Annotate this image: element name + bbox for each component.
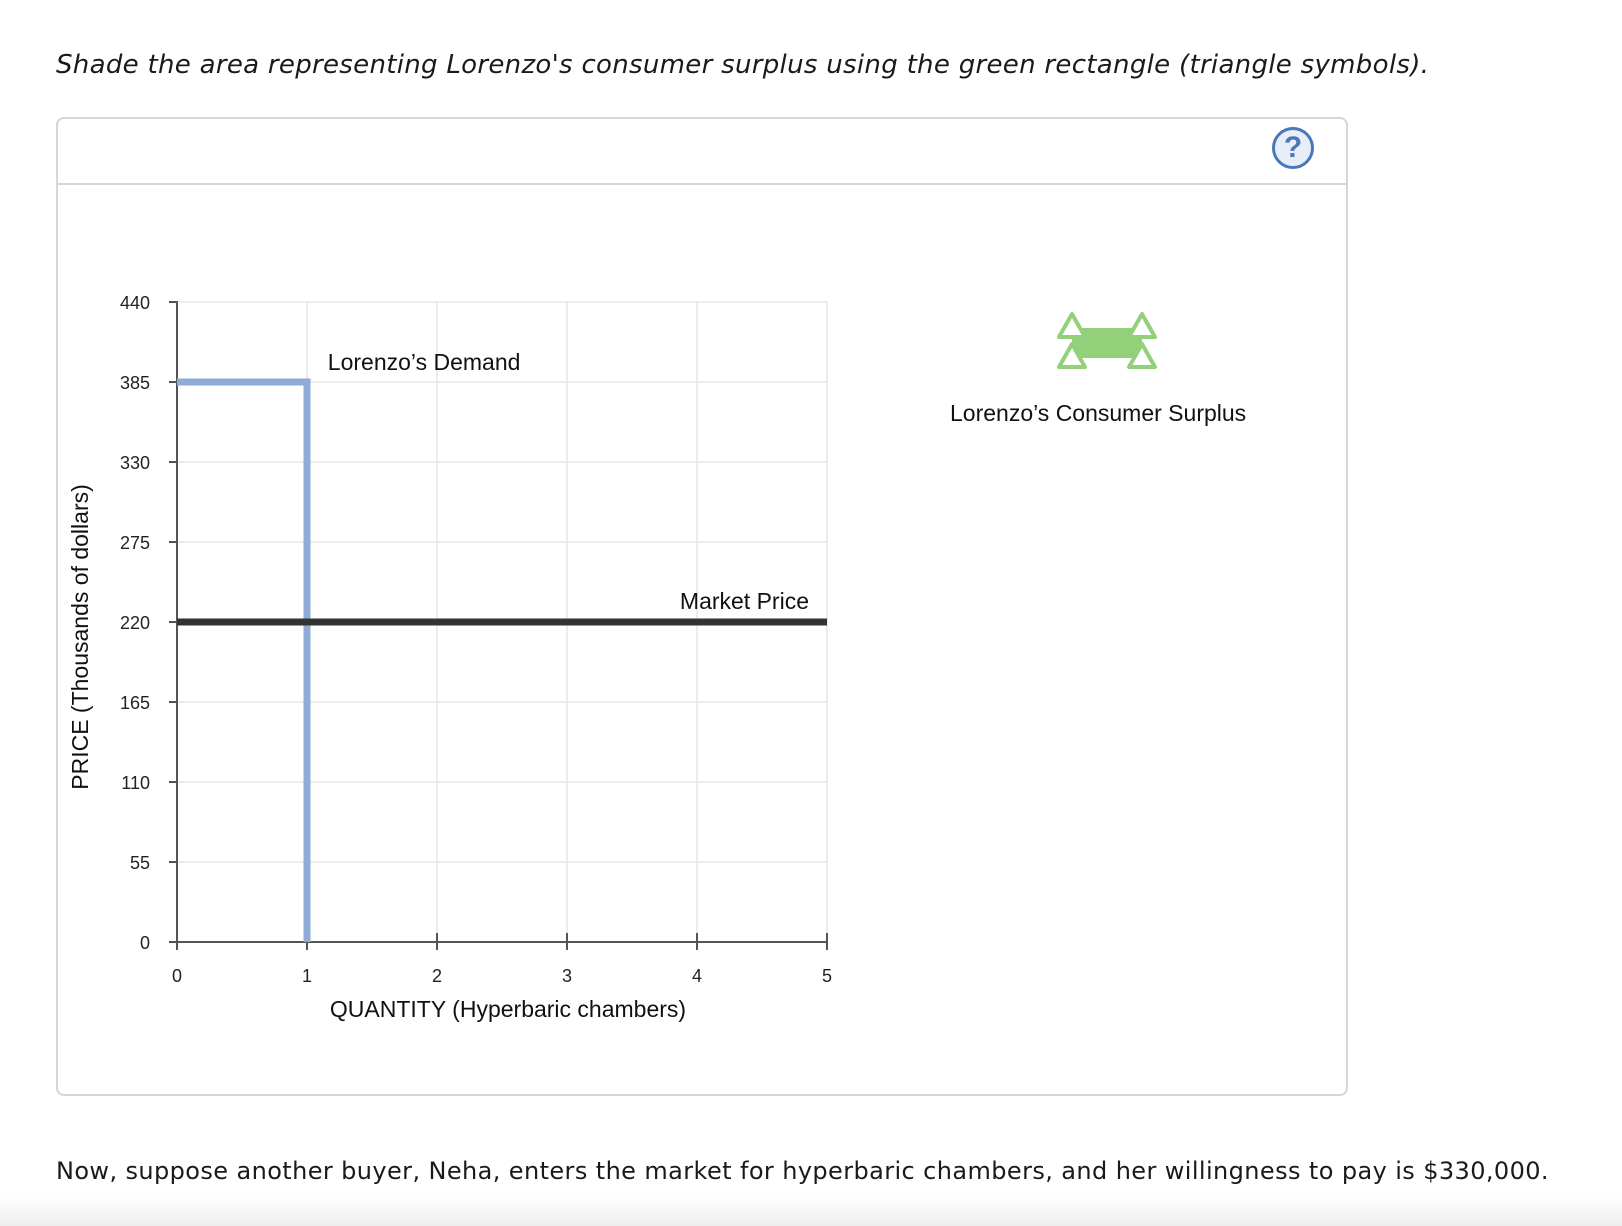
graph-panel: ? (56, 117, 1348, 1096)
y-tick-label: 110 (121, 773, 150, 793)
instruction-text: Shade the area representing Lorenzo's co… (56, 50, 1430, 80)
x-tick-label: 4 (692, 966, 702, 986)
tool-triangle-handle (1057, 342, 1087, 369)
bottom-fade (0, 1196, 1622, 1226)
tool-triangle-handle (1127, 312, 1157, 339)
panel-header: ? (58, 119, 1346, 185)
y-tick-label: 385 (120, 373, 150, 393)
help-icon[interactable]: ? (1272, 127, 1314, 169)
y-tick-label: 220 (120, 613, 150, 633)
y-tick-label: 330 (120, 453, 150, 473)
consumer-surplus-tool-label: Lorenzo’s Consumer Surplus (950, 400, 1247, 426)
green-rectangle-triangle-symbols-icon[interactable] (1057, 312, 1157, 369)
y-tick-label: 0 (140, 933, 150, 953)
x-axis-title: QUANTITY (Hyperbaric chambers) (330, 996, 686, 1022)
x-tick-label: 2 (432, 966, 442, 986)
y-tick-label: 440 (120, 293, 150, 313)
x-tick-label: 5 (822, 966, 832, 986)
y-tick-label: 55 (130, 853, 150, 873)
tool-triangle-handle (1057, 312, 1087, 339)
y-tick-label: 275 (120, 533, 150, 553)
tool-triangle-handle (1127, 342, 1157, 369)
demand-curve (177, 378, 311, 942)
x-tick-label: 3 (562, 966, 572, 986)
y-tick-label: 165 (120, 693, 150, 713)
x-tick-label: 0 (172, 966, 182, 986)
market-price-label: Market Price (680, 588, 809, 614)
footer-text: Now, suppose another buyer, Neha, enters… (56, 1157, 1549, 1185)
x-tick-label: 1 (302, 966, 312, 986)
demand-label: Lorenzo’s Demand (328, 349, 521, 375)
y-axis-title: PRICE (Thousands of dollars) (67, 484, 93, 790)
